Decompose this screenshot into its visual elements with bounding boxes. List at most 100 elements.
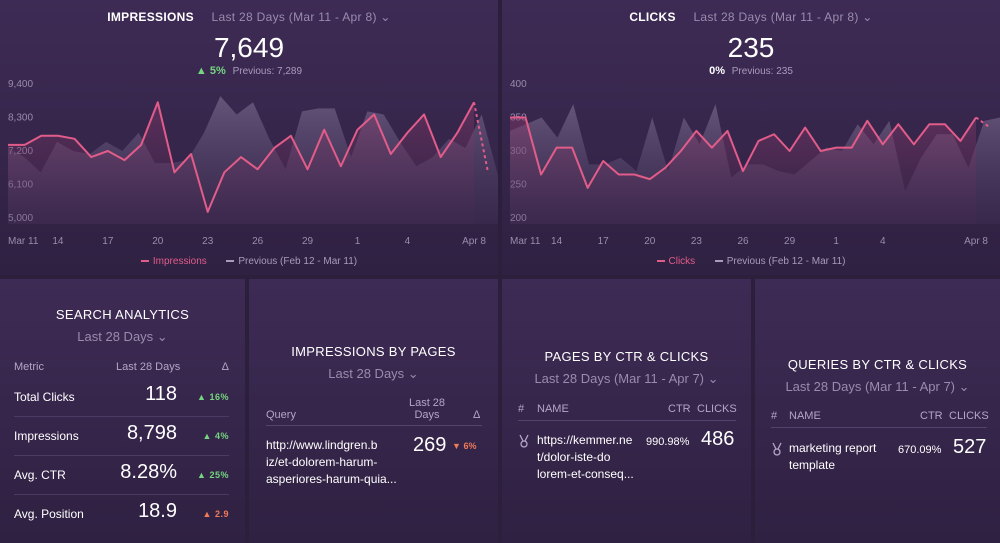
page-ctr: 990.98% [646, 436, 690, 448]
x-tick-label: 26 [252, 236, 264, 247]
query-ctr: 670.09% [898, 444, 942, 456]
date-range-dropdown[interactable]: Last 28 Days (Mar 11 - Apr 7) ⌄ [502, 371, 751, 387]
x-tick-label: 4 [880, 236, 886, 247]
clicks-total: 235 [727, 32, 775, 63]
query-line-2: iz/et-dolorem-harum- [266, 455, 378, 469]
page-link[interactable]: https://kemmer.ne t/dolor-iste-do lorem-… [537, 432, 634, 483]
queries-by-ctr-widget: QUERIES BY CTR & CLICKS Last 28 Days (Ma… [755, 279, 1000, 543]
col-clicks: CLICKS [697, 403, 737, 415]
impressions-total: 7,649 [213, 32, 285, 63]
col-ctr: CTR [920, 410, 943, 422]
date-range-dropdown[interactable]: Last 28 Days ⌄ [249, 366, 498, 382]
query-line-1: marketing report [789, 441, 877, 455]
current-series-area [8, 102, 474, 224]
current-series-line[interactable] [510, 116, 977, 189]
date-range-label: Last 28 Days [77, 329, 154, 344]
col-delta: Δ [473, 409, 481, 421]
date-range-label: Last 28 Days (Mar 11 - Apr 7) [534, 371, 704, 386]
x-tick-label: 14 [551, 236, 563, 247]
chevron-down-icon: ⌄ [407, 366, 419, 381]
col-period-line1: Last 28 [408, 397, 446, 409]
col-metric: Metric [14, 361, 44, 373]
col-query: Query [266, 409, 296, 421]
x-tick-label: 1 [833, 236, 839, 247]
col-hash: # [771, 410, 778, 422]
query-delta-value: 6% [463, 441, 477, 451]
legend-current[interactable]: Clicks [668, 256, 696, 267]
arrow-up-icon: ▲ [195, 65, 207, 77]
widget-title: PAGES BY CTR & CLICKS [544, 349, 709, 364]
chevron-down-icon: ⌄ [862, 10, 873, 24]
metric-delta: ▲ 2.9 [203, 509, 229, 519]
x-tick-label: Apr 8 [462, 236, 486, 247]
date-range-label: Last 28 Days (Mar 11 - Apr 8) [693, 10, 859, 24]
col-clicks: CLICKS [949, 410, 989, 422]
col-ctr: CTR [668, 403, 691, 415]
metric-value: 8.28% [120, 461, 177, 483]
impressions-by-pages-widget: IMPRESSIONS BY PAGES Last 28 Days ⌄ Quer… [249, 279, 498, 543]
arrow-up-icon: ▲ [202, 431, 212, 441]
previous-value: Previous: 235 [731, 66, 793, 77]
date-range-dropdown[interactable]: Last 28 Days (Mar 11 - Apr 8) ⌄ [693, 10, 872, 24]
legend-current-swatch [656, 260, 665, 263]
table-header-divider [771, 427, 987, 428]
legend-previous[interactable]: Previous (Feb 12 - Mar 11) [238, 256, 358, 267]
widget-title: IMPRESSIONS [107, 10, 194, 24]
metric-label: Impressions [14, 429, 79, 443]
metric-delta-value: 4% [214, 431, 229, 441]
query-line-3: asperiores-harum-quia... [266, 472, 397, 486]
widget-title: SEARCH ANALYTICS [55, 307, 190, 322]
current-series-line[interactable] [8, 101, 475, 213]
chevron-down-icon: ⌄ [958, 379, 970, 394]
current-series-partial [975, 116, 991, 129]
query-link[interactable]: marketing report template [789, 440, 876, 474]
col-period: Last 28 Days [116, 361, 181, 373]
metric-label: Total Clicks [14, 390, 75, 404]
arrow-down-icon: ▼ [452, 441, 461, 451]
date-range-dropdown[interactable]: Last 28 Days (Mar 11 - Apr 7) ⌄ [755, 379, 1000, 395]
chart-legend: Clicks Previous (Feb 12 - Mar 11) [502, 256, 1000, 267]
col-delta: Δ [221, 361, 229, 373]
date-range-dropdown[interactable]: Last 28 Days (Mar 11 - Apr 8) ⌄ [212, 10, 391, 24]
query-line-2: template [789, 458, 836, 472]
y-tick-label: 9,400 [8, 79, 33, 90]
metric-delta: ▲ 16% [197, 392, 229, 402]
medal-icon [771, 442, 783, 461]
metric-row: Avg. Position 18.9 ▲ 2.9 [14, 495, 229, 533]
widget-title: IMPRESSIONS BY PAGES [291, 344, 456, 359]
x-tick-label: 29 [302, 236, 314, 247]
metric-delta-value: 2.9 [214, 509, 229, 519]
change-percent-value: 5% [209, 65, 226, 77]
y-tick-label: 400 [510, 79, 527, 90]
metric-delta-value: 25% [209, 470, 229, 480]
col-name: NAME [537, 403, 569, 415]
legend-previous-swatch [226, 260, 235, 263]
date-range-dropdown[interactable]: Last 28 Days ⌄ [0, 329, 245, 345]
date-range-label: Last 28 Days (Mar 11 - Apr 7) [785, 379, 955, 394]
impressions-change: ▲ 5% Previous: 7,289 [0, 65, 498, 77]
col-period: Last 28 Days [407, 397, 447, 421]
query-value: 269 [413, 434, 447, 456]
col-hash: # [518, 403, 525, 415]
change-percent: ▲ 5% [196, 65, 226, 77]
arrow-up-icon: ▲ [197, 470, 207, 480]
chart-legend: Impressions Previous (Feb 12 - Mar 11) [0, 256, 498, 267]
metric-value: 118 [145, 383, 177, 405]
current-series-area [510, 117, 976, 224]
metric-label: Avg. Position [14, 507, 84, 521]
x-tick-label: 17 [598, 236, 610, 247]
x-tick-label: 14 [52, 236, 64, 247]
x-tick-label: 4 [405, 236, 411, 247]
x-tick-label: 20 [644, 236, 656, 247]
query-delta: ▼ 6% [452, 441, 476, 451]
arrow-up-icon: ▲ [197, 392, 207, 402]
x-tick-label: 26 [737, 236, 749, 247]
legend-current[interactable]: Impressions [152, 256, 207, 267]
arrow-up-icon: ▲ [202, 509, 212, 519]
table-header-divider [518, 420, 736, 421]
legend-previous[interactable]: Previous (Feb 12 - Mar 11) [726, 256, 846, 267]
y-tick-label: 8,300 [8, 113, 33, 124]
page-line-2: t/dolor-iste-do [537, 450, 611, 464]
query-link[interactable]: http://www.lindgren.b iz/et-dolorem-haru… [266, 437, 397, 488]
